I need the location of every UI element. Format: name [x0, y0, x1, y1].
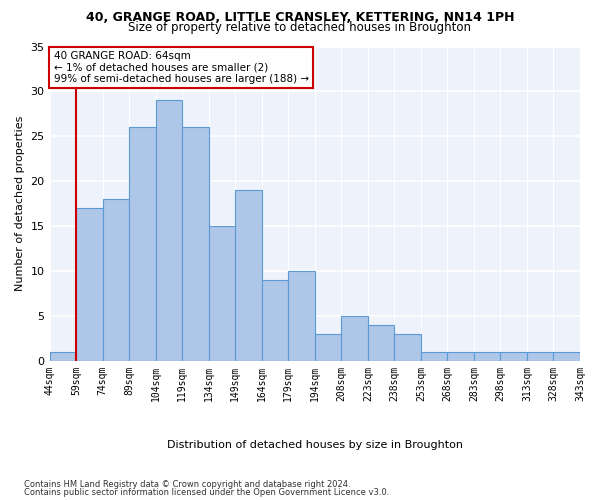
Text: 40, GRANGE ROAD, LITTLE CRANSLEY, KETTERING, NN14 1PH: 40, GRANGE ROAD, LITTLE CRANSLEY, KETTER… — [86, 11, 514, 24]
Bar — [235, 190, 262, 361]
Bar — [341, 316, 368, 361]
Bar — [50, 352, 76, 361]
Bar — [209, 226, 235, 361]
Bar — [527, 352, 553, 361]
Bar — [288, 271, 315, 361]
Bar — [103, 200, 129, 361]
Bar — [262, 280, 288, 361]
X-axis label: Distribution of detached houses by size in Broughton: Distribution of detached houses by size … — [167, 440, 463, 450]
Bar — [368, 325, 394, 361]
Bar — [474, 352, 500, 361]
Bar — [315, 334, 341, 361]
Y-axis label: Number of detached properties: Number of detached properties — [15, 116, 25, 292]
Text: Contains public sector information licensed under the Open Government Licence v3: Contains public sector information licen… — [24, 488, 389, 497]
Bar — [129, 128, 155, 361]
Text: Size of property relative to detached houses in Broughton: Size of property relative to detached ho… — [128, 22, 472, 35]
Bar — [553, 352, 580, 361]
Bar — [182, 128, 209, 361]
Bar — [448, 352, 474, 361]
Text: 40 GRANGE ROAD: 64sqm
← 1% of detached houses are smaller (2)
99% of semi-detach: 40 GRANGE ROAD: 64sqm ← 1% of detached h… — [53, 51, 308, 84]
Bar — [394, 334, 421, 361]
Bar — [155, 100, 182, 361]
Bar — [421, 352, 448, 361]
Bar — [76, 208, 103, 361]
Text: Contains HM Land Registry data © Crown copyright and database right 2024.: Contains HM Land Registry data © Crown c… — [24, 480, 350, 489]
Bar — [500, 352, 527, 361]
